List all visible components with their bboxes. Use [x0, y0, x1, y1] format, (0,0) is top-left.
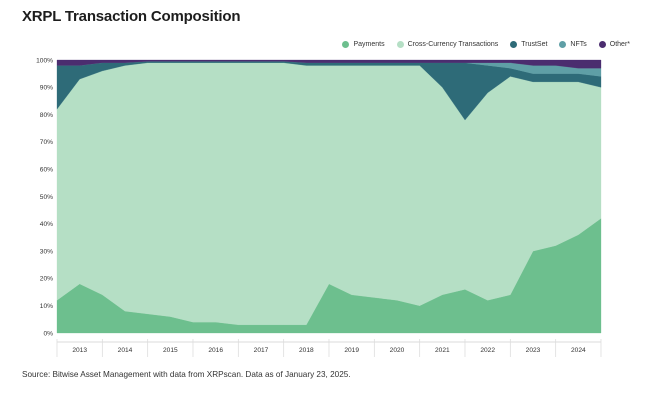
legend-item-trustset: TrustSet: [510, 41, 547, 48]
legend-label-other: Other*: [609, 41, 630, 48]
x-tick-label: 2023: [526, 347, 541, 354]
source-note: Source: Bitwise Asset Management with da…: [22, 370, 351, 379]
x-tick-label: 2022: [480, 347, 495, 354]
x-tick-label: 2019: [344, 347, 359, 354]
legend-item-other: Other*: [598, 41, 630, 48]
chart-title: XRPL Transaction Composition: [22, 8, 241, 25]
y-tick-label: 30%: [40, 248, 53, 255]
legend-label-nfts: NFTs: [570, 41, 587, 48]
x-tick-label: 2013: [72, 347, 87, 354]
x-tick-label: 2017: [254, 347, 269, 354]
y-tick-label: 90%: [40, 85, 53, 92]
x-tick-label: 2024: [571, 347, 586, 354]
x-tick-label: 2020: [390, 347, 405, 354]
y-tick-label: 10%: [40, 303, 53, 310]
legend-swatch-nfts: [559, 41, 567, 48]
x-tick-label: 2015: [163, 347, 178, 354]
legend-label-payments: Payments: [353, 41, 385, 48]
y-tick-label: 40%: [40, 221, 53, 228]
legend-label-trustset: TrustSet: [521, 41, 548, 48]
legend-swatch-other: [598, 41, 606, 48]
y-tick-label: 80%: [40, 112, 53, 119]
y-tick-label: 20%: [40, 276, 53, 283]
legend-label-cross-currency: Cross-Currency Transactions: [407, 41, 499, 48]
x-tick-label: 2016: [208, 347, 223, 354]
y-tick-label: 50%: [40, 194, 53, 201]
x-tick-label: 2021: [435, 347, 450, 354]
x-tick-label: 2014: [118, 347, 133, 354]
legend-item-nfts: NFTs: [559, 41, 587, 48]
x-tick-label: 2018: [299, 347, 314, 354]
legend-swatch-trustset: [510, 41, 518, 48]
y-tick-label: 0%: [43, 330, 53, 337]
area-other: [56, 59, 602, 69]
legend-swatch-payments: [342, 41, 350, 48]
legend: Payments Cross-Currency Transactions Tru…: [342, 41, 630, 48]
y-tick-label: 70%: [40, 139, 53, 146]
legend-item-cross-currency: Cross-Currency Transactions: [396, 41, 499, 48]
legend-swatch-cross-currency: [396, 41, 404, 48]
y-tick-label: 60%: [40, 167, 53, 174]
y-tick-label: 100%: [36, 57, 53, 64]
legend-item-payments: Payments: [342, 41, 385, 48]
